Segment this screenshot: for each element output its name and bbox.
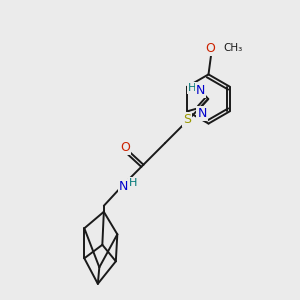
Text: O: O [120,141,130,154]
Text: S: S [183,113,190,127]
Text: N: N [118,180,128,194]
Text: CH₃: CH₃ [224,43,243,53]
Text: N: N [197,106,207,119]
Text: H: H [188,83,196,93]
Text: O: O [206,42,215,55]
Text: H: H [129,178,137,188]
Text: N: N [196,84,205,97]
